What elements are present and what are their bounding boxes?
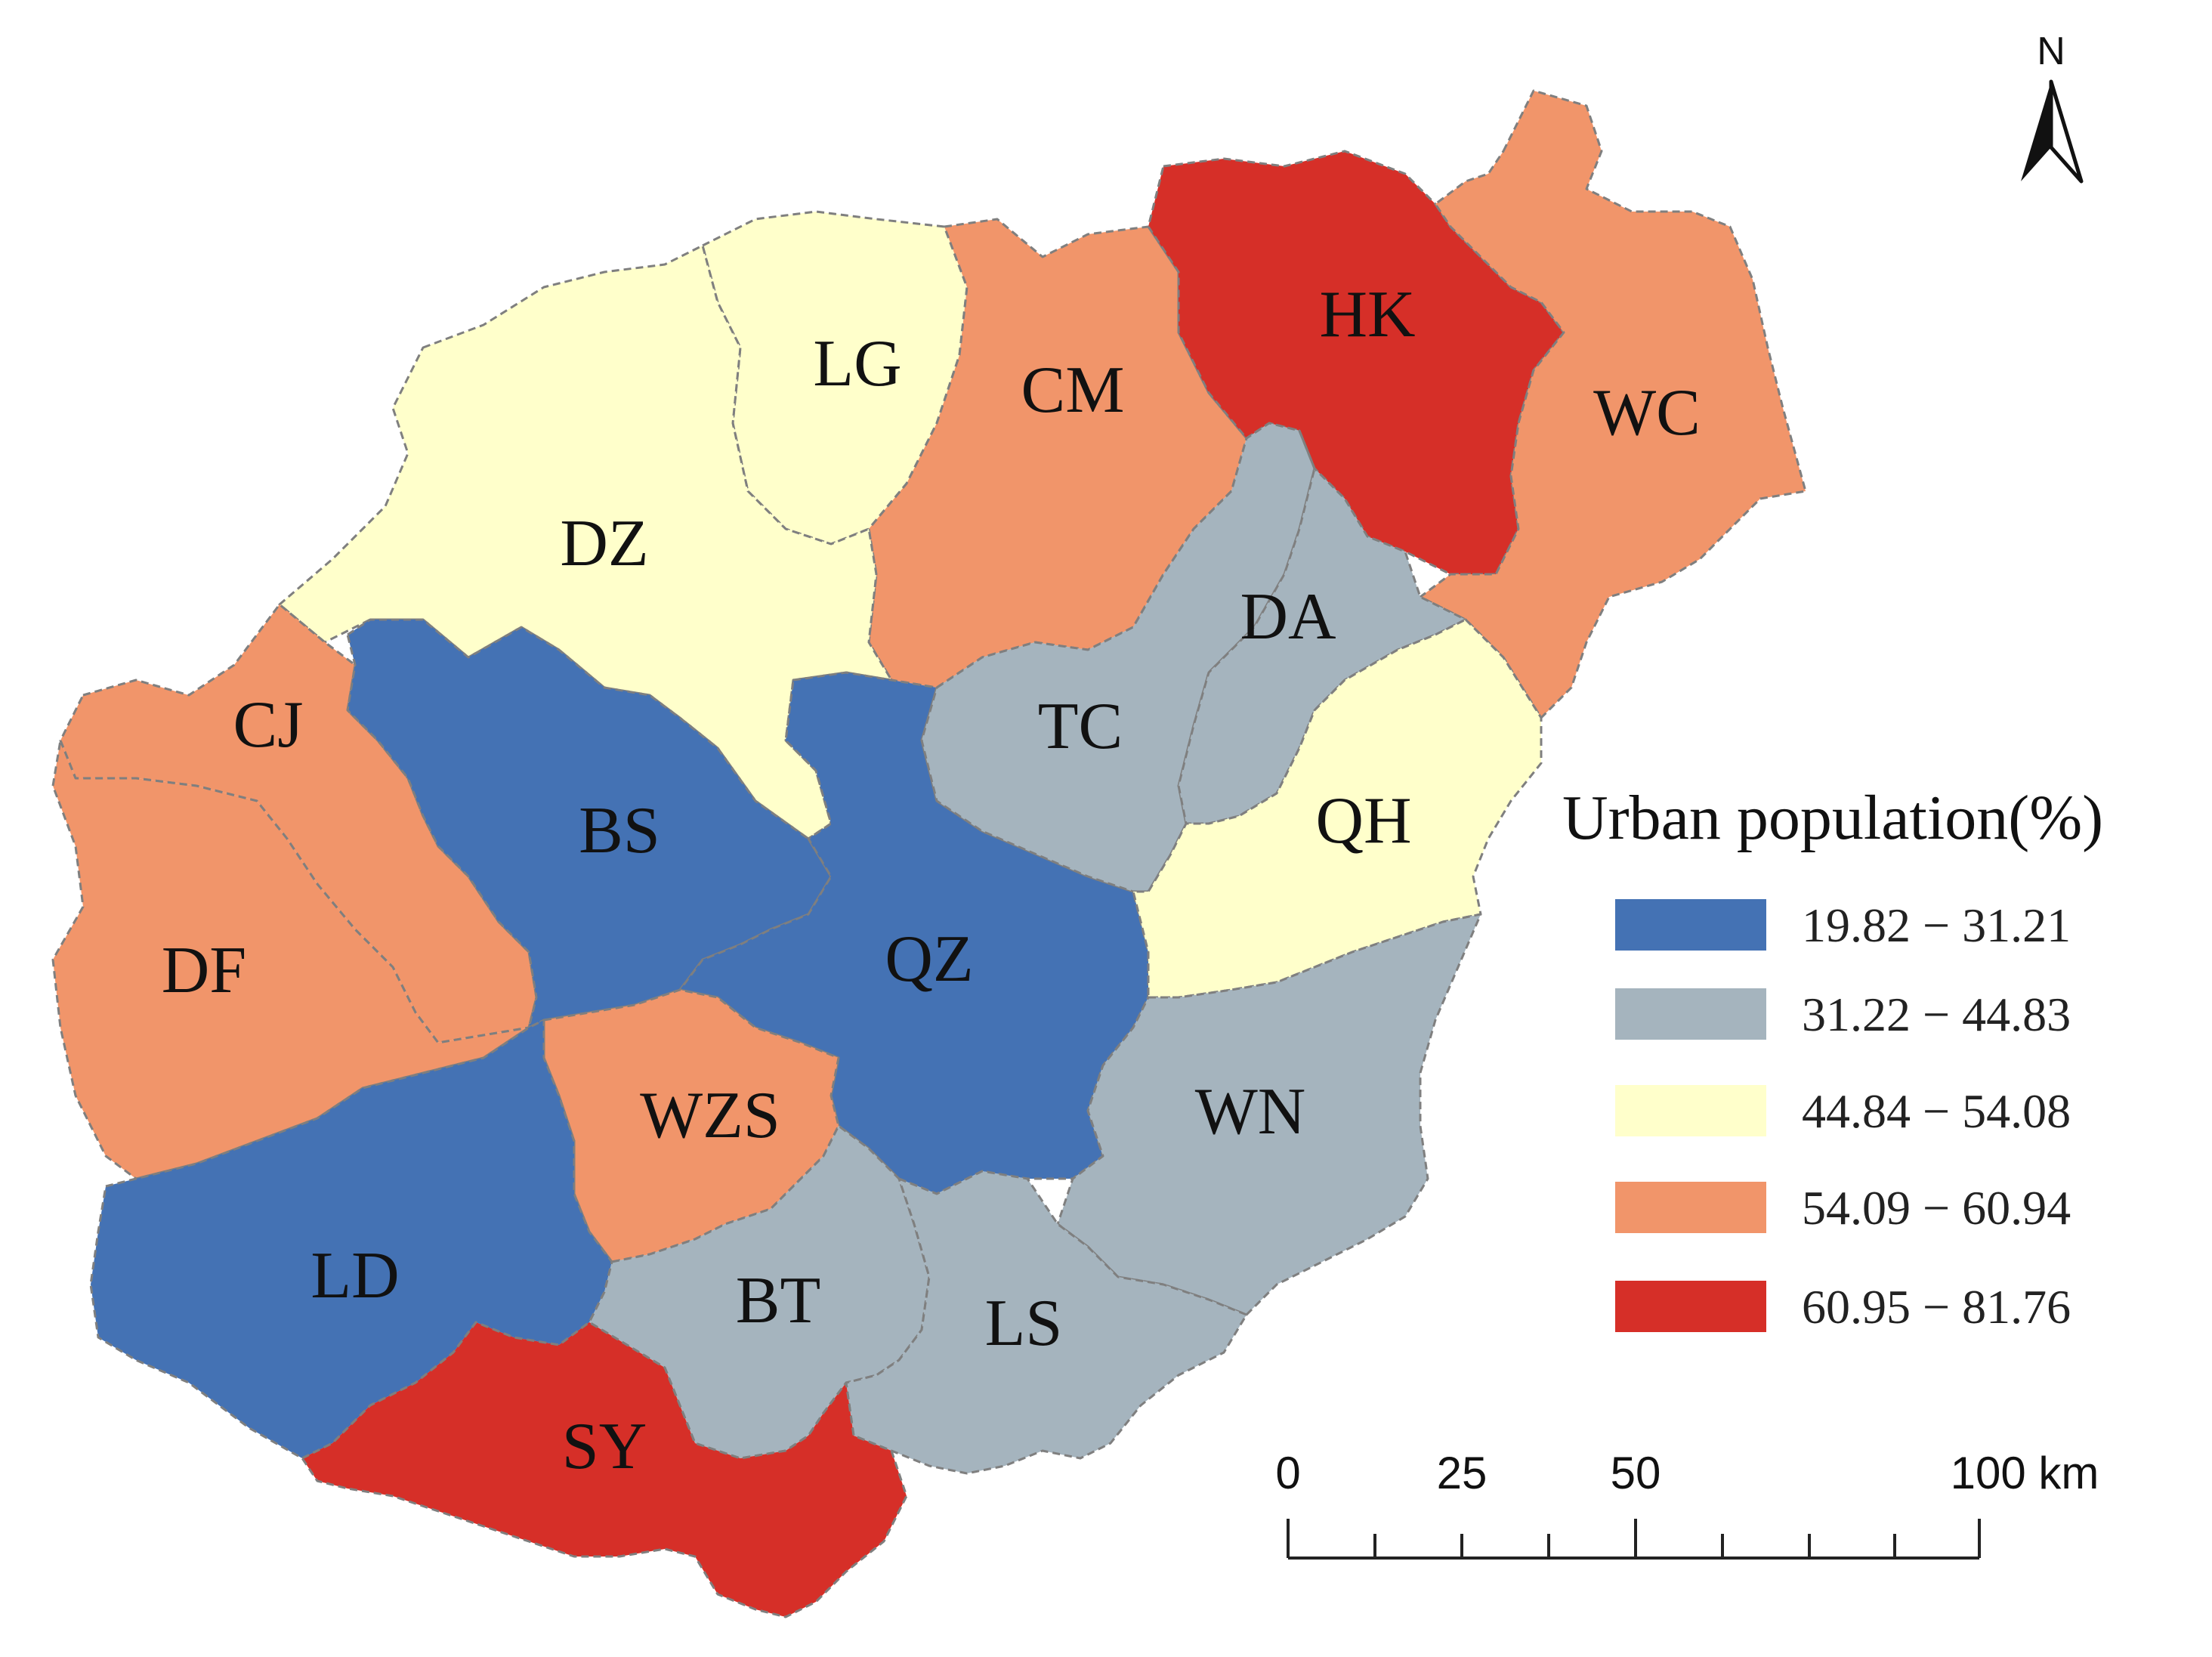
- region-label-cm: CM: [1021, 354, 1125, 427]
- region-dz[interactable]: [278, 244, 893, 840]
- region-label-cj: CJ: [233, 688, 304, 762]
- legend-title: Urban population(%): [1562, 783, 2103, 853]
- legend-swatch: [1615, 1182, 1766, 1233]
- legend-label: 60.95 − 81.76: [1802, 1280, 2071, 1334]
- region-labels: LG CM HK WC DZ DA CJ TC BS QH QZ DF WZS …: [162, 278, 1701, 1483]
- region-wc[interactable]: [1419, 89, 1807, 719]
- region-label-tc: TC: [1038, 690, 1123, 763]
- scale-label-100: 100 km: [1951, 1448, 2099, 1498]
- legend-swatch: [1615, 988, 1766, 1040]
- legend-swatch: [1615, 1085, 1766, 1136]
- region-hk[interactable]: [1147, 150, 1565, 576]
- region-label-sy: SY: [562, 1410, 647, 1483]
- scale-bar: 0 25 50 100 km: [1275, 1448, 2099, 1560]
- legend-item: 54.09 − 60.94: [1615, 1181, 2071, 1235]
- region-label-lg: LG: [813, 327, 901, 400]
- region-label-wzs: WZS: [640, 1079, 780, 1152]
- region-sy[interactable]: [301, 1321, 908, 1618]
- legend-label: 44.84 − 54.08: [1802, 1084, 2071, 1138]
- scale-label-25: 25: [1437, 1448, 1488, 1498]
- scale-label-50: 50: [1611, 1448, 1661, 1498]
- north-arrow-icon: [2021, 82, 2051, 181]
- region-label-da: DA: [1240, 580, 1336, 654]
- region-label-qz: QZ: [885, 923, 973, 996]
- north-label: N: [2037, 29, 2065, 73]
- region-label-wn: WN: [1195, 1075, 1306, 1148]
- region-label-ld: LD: [310, 1239, 399, 1312]
- legend-swatch: [1615, 899, 1766, 951]
- region-label-qh: QH: [1315, 784, 1411, 858]
- legend-item: 31.22 − 44.83: [1615, 988, 2071, 1041]
- region-cj[interactable]: [59, 603, 538, 1044]
- region-label-bs: BS: [579, 794, 660, 867]
- map-regions: [51, 89, 1807, 1618]
- legend-label: 31.22 − 44.83: [1802, 988, 2071, 1041]
- scale-bar-line: [1287, 1519, 1981, 1560]
- north-arrow: N: [2021, 29, 2084, 184]
- region-label-dz: DZ: [560, 507, 648, 580]
- legend-item: 44.84 − 54.08: [1615, 1084, 2071, 1138]
- legend-label: 54.09 − 60.94: [1802, 1181, 2071, 1235]
- region-label-wc: WC: [1593, 376, 1701, 450]
- region-label-hk: HK: [1319, 278, 1415, 351]
- legend-label: 19.82 − 31.21: [1802, 898, 2071, 952]
- region-label-ls: LS: [985, 1287, 1063, 1360]
- region-wn[interactable]: [1056, 913, 1482, 1316]
- region-label-bt: BT: [736, 1264, 820, 1337]
- region-label-df: DF: [162, 934, 247, 1007]
- legend-swatch: [1615, 1281, 1766, 1332]
- north-arrow-outline-icon: [2049, 79, 2084, 184]
- legend-item: 60.95 − 81.76: [1615, 1280, 2071, 1334]
- scale-label-0: 0: [1275, 1448, 1300, 1498]
- legend: Urban population(%) 19.82 − 31.21 31.22 …: [1562, 783, 2103, 1334]
- legend-item: 19.82 − 31.21: [1615, 898, 2071, 952]
- region-ls[interactable]: [845, 1170, 1248, 1475]
